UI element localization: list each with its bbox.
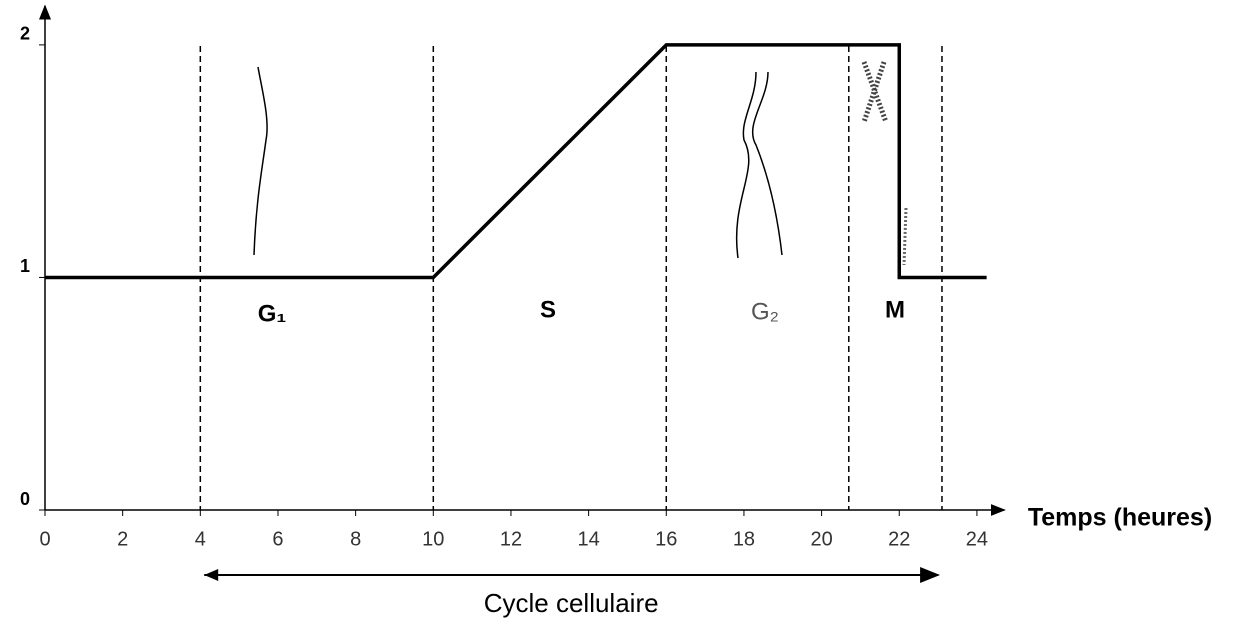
phase-label: S [540, 296, 556, 323]
x-tick-label: 14 [577, 528, 599, 550]
x-tick-label: 16 [655, 528, 677, 550]
phase-label: G₂ [751, 298, 779, 325]
x-tick-label: 4 [195, 528, 206, 550]
x-tick-label: 20 [810, 528, 832, 550]
x-tick-label: 12 [500, 528, 522, 550]
chromatid [737, 72, 756, 258]
arrow-head [204, 569, 218, 581]
chromatid [753, 72, 782, 255]
chromosome-drawings [254, 62, 906, 265]
phase-label: M [885, 296, 905, 323]
y-tick-label: 0 [20, 489, 30, 509]
x-tick-label: 24 [966, 528, 988, 550]
y-tick-label: 2 [20, 24, 30, 44]
cycle-label: Cycle cellulaire [484, 588, 659, 618]
chromosome-x [864, 62, 886, 122]
x-tick-label: 18 [733, 528, 755, 550]
chromatid [254, 67, 267, 255]
x-tick-label: 6 [272, 528, 283, 550]
x-tick-label: 8 [350, 528, 361, 550]
x-tick-label: 22 [888, 528, 910, 550]
x-axis-title: Temps (heures) [1028, 504, 1212, 532]
y-tick-label: 1 [20, 256, 30, 276]
x-tick-label: 2 [117, 528, 128, 550]
chromatid [904, 208, 906, 265]
x-tick-label: 10 [422, 528, 444, 550]
dna-line [45, 45, 987, 278]
chart: Temps (heures) G₁ S G₂ M 024681012141618… [0, 0, 1241, 623]
phase-label: G₁ [258, 300, 287, 327]
x-tick-label: 0 [39, 528, 50, 550]
